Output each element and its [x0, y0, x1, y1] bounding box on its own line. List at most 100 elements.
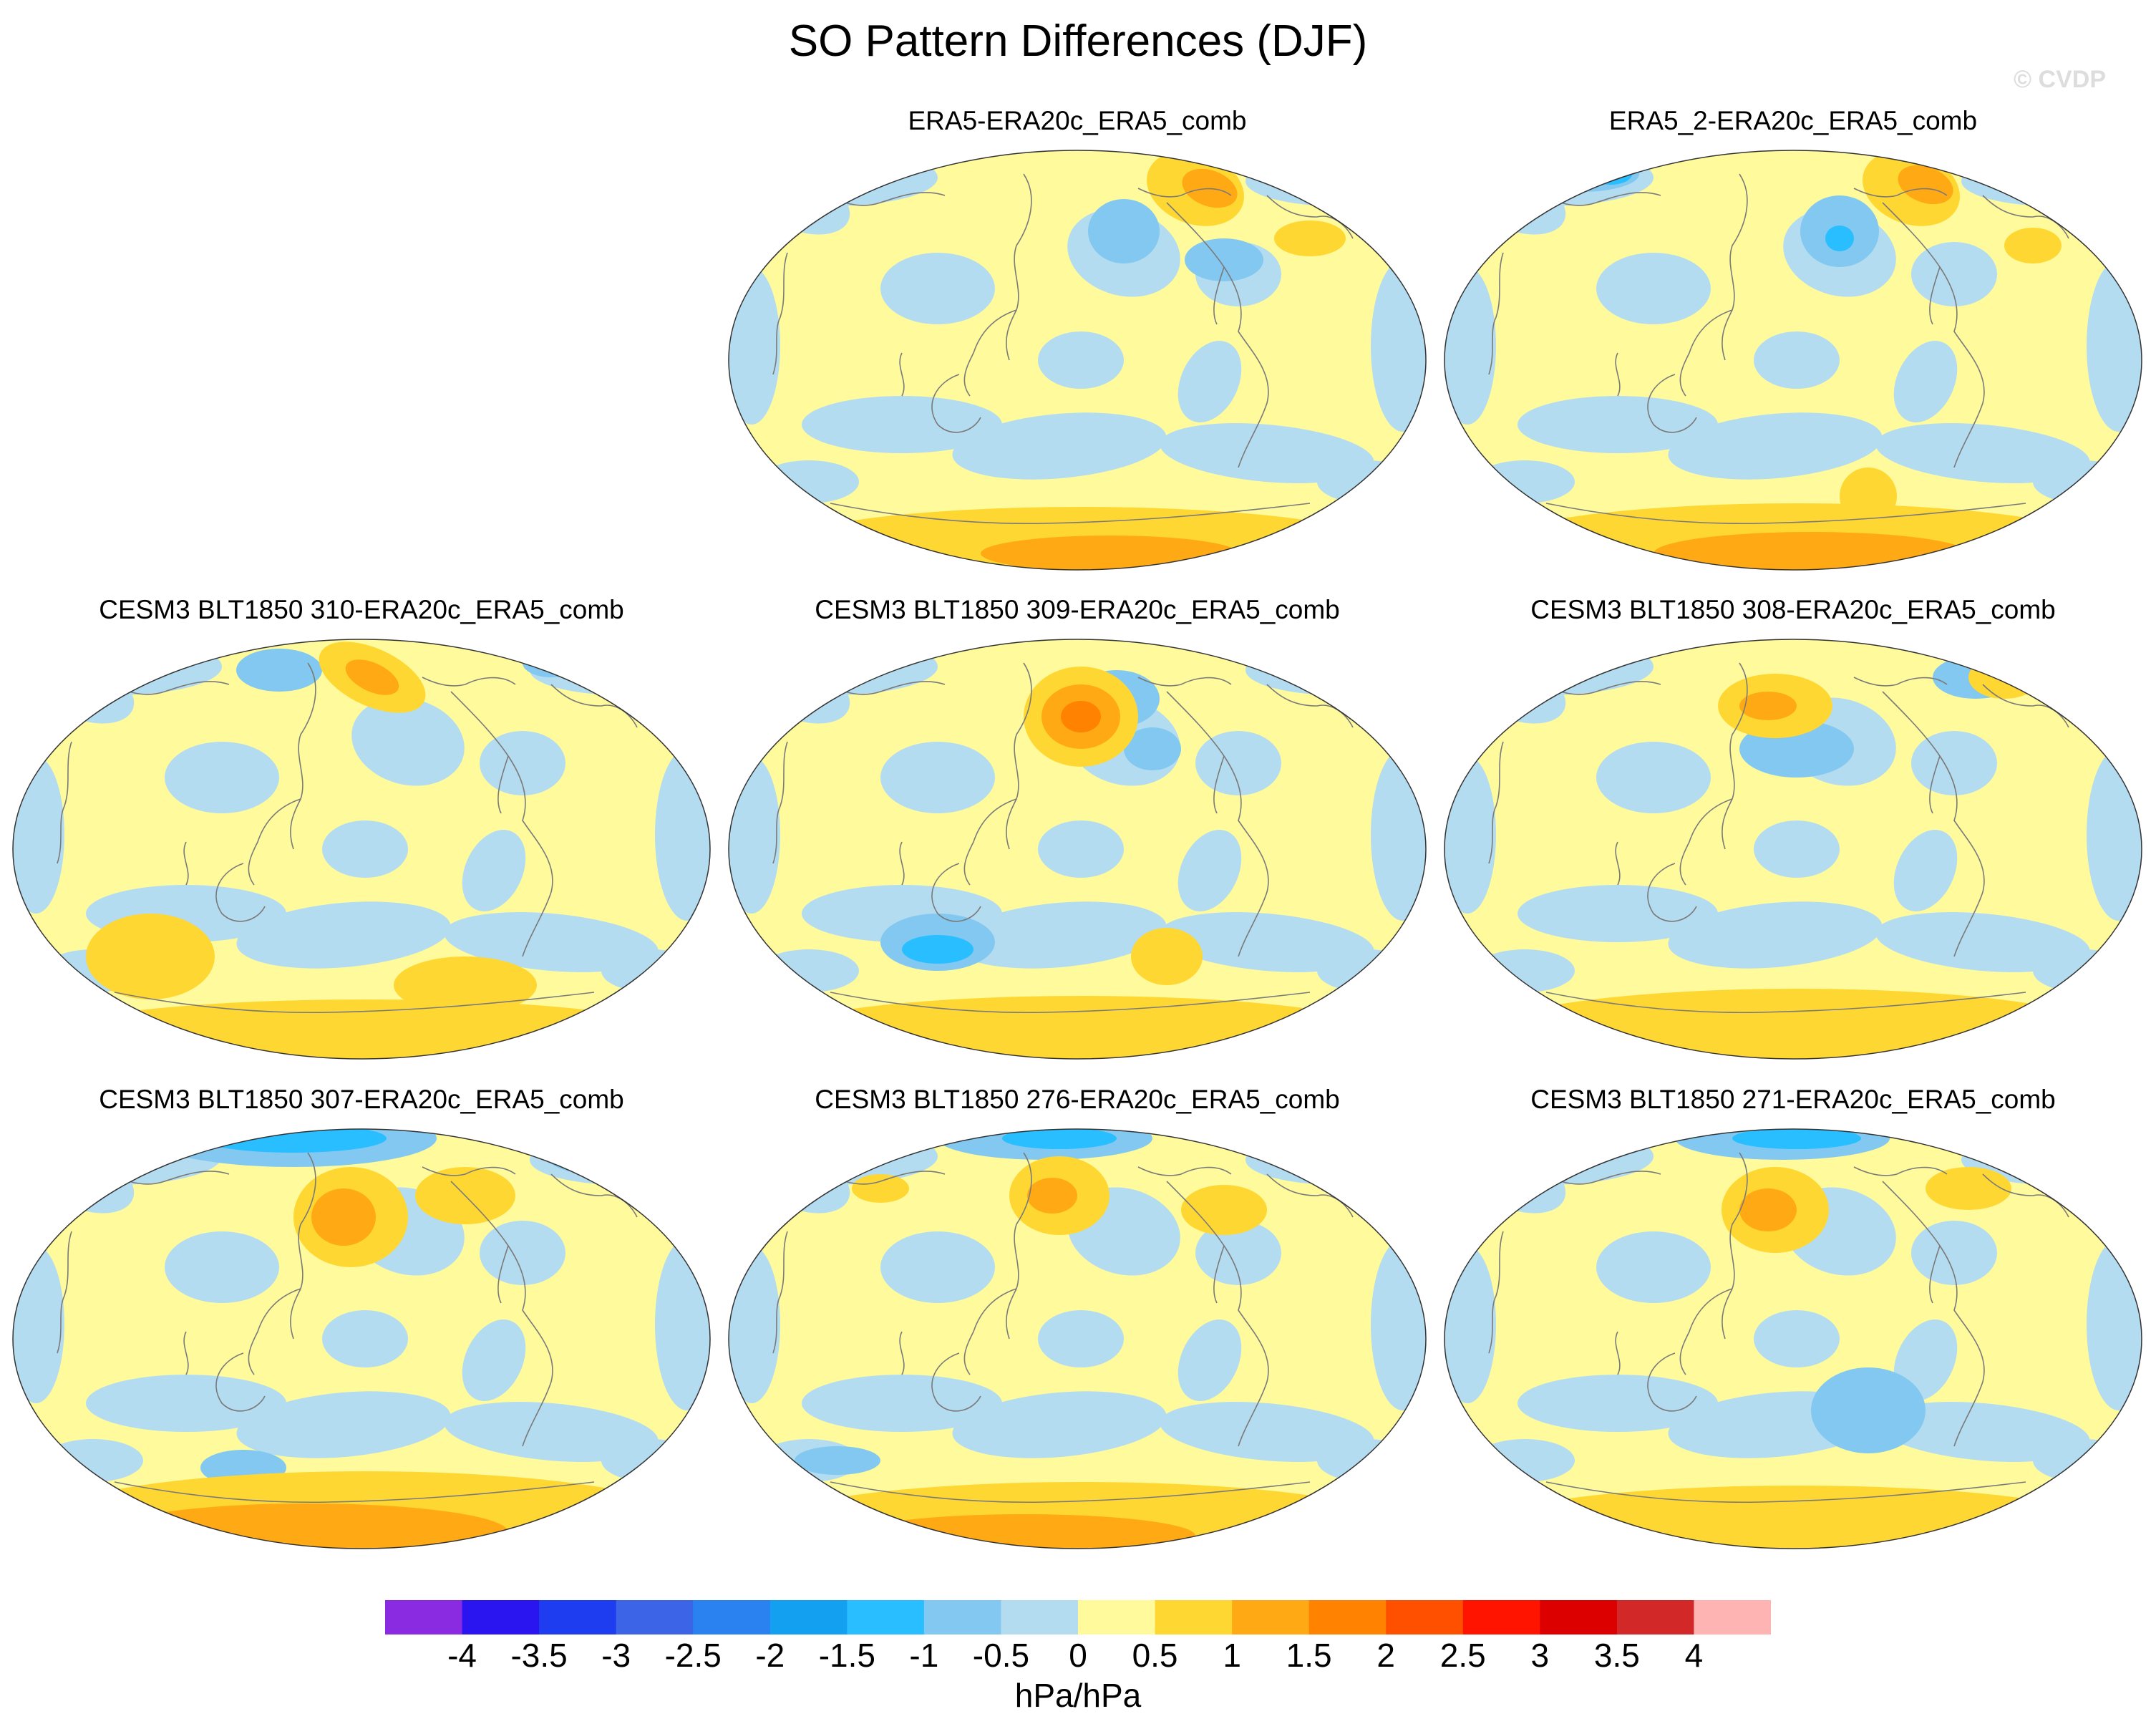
negative-anomaly-region [1317, 460, 1417, 503]
positive-anomaly-region [1274, 221, 1346, 256]
coastline [1266, 684, 1354, 728]
coastline [772, 1231, 788, 1354]
positive-anomaly-region [1181, 1185, 1267, 1235]
positive-anomaly-region [1926, 1167, 2011, 1210]
negative-anomaly-region [544, 1131, 644, 1174]
colorbar-swatch [462, 1600, 540, 1634]
negative-anomaly-region [795, 1446, 880, 1475]
colorbar-tick-label: 1.5 [1286, 1637, 1332, 1674]
colorbar-tick-label: -3.5 [510, 1637, 568, 1674]
negative-anomaly-region [322, 820, 408, 878]
colorbar-tick-label: -1.5 [818, 1637, 875, 1674]
negative-anomaly-region [902, 935, 973, 964]
coastline [931, 863, 981, 922]
negative-anomaly-region [351, 697, 465, 786]
colorbar-swatch [1078, 1600, 1156, 1634]
coastline [1982, 195, 2069, 239]
coastline [497, 755, 509, 814]
colorbar-tick-label: 2.5 [1439, 1637, 1486, 1674]
coastline [1647, 863, 1697, 922]
positive-anomaly-region [852, 1174, 909, 1203]
coastline [1853, 677, 1948, 687]
negative-anomaly-region [1038, 331, 1124, 389]
positive-anomaly-region [345, 659, 399, 695]
map-border [1444, 639, 2142, 1060]
negative-anomaly-region [1518, 396, 1718, 453]
colorbar-swatch [923, 1600, 1002, 1634]
coastline [1679, 309, 1733, 397]
robinson-map [728, 1128, 1427, 1549]
coastline [550, 684, 638, 728]
coastline [114, 1481, 595, 1503]
coastline [1882, 691, 1985, 957]
coastline [1929, 1245, 1941, 1304]
panel-title: CESM3 BLT1850 309-ERA20c_ERA5_comb [815, 595, 1340, 624]
robinson-map [12, 1128, 711, 1549]
colorbar-tick-label: 3 [1530, 1637, 1550, 1674]
colorbar-swatch [1694, 1600, 1771, 1634]
colorbar-swatch [1386, 1600, 1464, 1634]
coastline [290, 1152, 316, 1340]
robinson-map [1444, 150, 2142, 571]
negative-anomaly-region [1475, 1439, 1575, 1482]
negative-anomaly-region [1245, 1135, 1426, 1185]
negative-anomaly-region [13, 756, 64, 914]
negative-anomaly-region [759, 460, 859, 503]
coastline [114, 992, 595, 1014]
coastline [1137, 188, 1232, 198]
negative-anomaly-region [1754, 331, 1840, 389]
colorbar-swatch [1232, 1600, 1310, 1634]
negative-anomaly-region [1124, 727, 1181, 770]
coastline [1882, 202, 1985, 468]
coastline [1166, 202, 1269, 468]
negative-anomaly-region [1893, 830, 1958, 911]
negative-anomaly-region [322, 1310, 408, 1367]
colorbar-tick-label: -1 [909, 1637, 939, 1674]
negative-anomaly-region [1317, 1439, 1417, 1482]
coastline [550, 1173, 638, 1218]
negative-anomaly-region [236, 1391, 451, 1458]
colorbar-tick-label: 2 [1376, 1637, 1396, 1674]
negative-anomaly-region [13, 1246, 64, 1403]
coastline [422, 1166, 516, 1176]
colorbar-swatch [769, 1600, 848, 1634]
coastline [57, 1231, 72, 1354]
negative-anomaly-region [1475, 460, 1575, 503]
positive-anomaly-region [86, 914, 215, 999]
negative-anomaly-region [236, 649, 322, 692]
colorbar-tick-label: 4 [1684, 1637, 1704, 1674]
negative-anomaly-region [1185, 238, 1263, 281]
coastline [1929, 266, 1941, 325]
coastline [450, 691, 553, 957]
colorbar-tick-label: 0 [1069, 1637, 1087, 1674]
colorbar-units: hPa/hPa [1014, 1677, 1142, 1714]
negative-anomaly-region [462, 1319, 526, 1401]
negative-anomaly-region [952, 412, 1167, 480]
positive-anomaly-region [394, 956, 537, 1014]
robinson-map [1444, 1128, 2142, 1549]
coastline [450, 1181, 553, 1447]
coastline [830, 992, 1311, 1014]
negative-anomaly-region [601, 1439, 701, 1482]
positive-anomaly-region [1027, 1178, 1077, 1214]
negative-anomaly-region [462, 830, 526, 911]
coastline [1213, 1245, 1225, 1304]
negative-anomaly-region [729, 756, 780, 914]
coastline [1615, 841, 1621, 886]
antarctic-positive-anomaly [1840, 468, 1897, 525]
negative-anomaly-region [1732, 1129, 1861, 1149]
coastline [1213, 755, 1225, 814]
negative-anomaly-region [880, 1231, 995, 1303]
coastline [963, 309, 1017, 397]
coastline [1266, 1173, 1354, 1218]
coastline [1679, 1288, 1733, 1375]
negative-anomaly-region [1475, 949, 1575, 992]
coastline [899, 1331, 905, 1375]
negative-anomaly-region [1444, 267, 1496, 425]
map-border [12, 1128, 711, 1549]
positive-anomaly-region [1061, 701, 1101, 732]
negative-anomaly-region [165, 742, 279, 813]
colorbar-tick-label: -0.5 [972, 1637, 1030, 1674]
negative-anomaly-region [759, 949, 859, 992]
coastline [497, 1245, 509, 1304]
